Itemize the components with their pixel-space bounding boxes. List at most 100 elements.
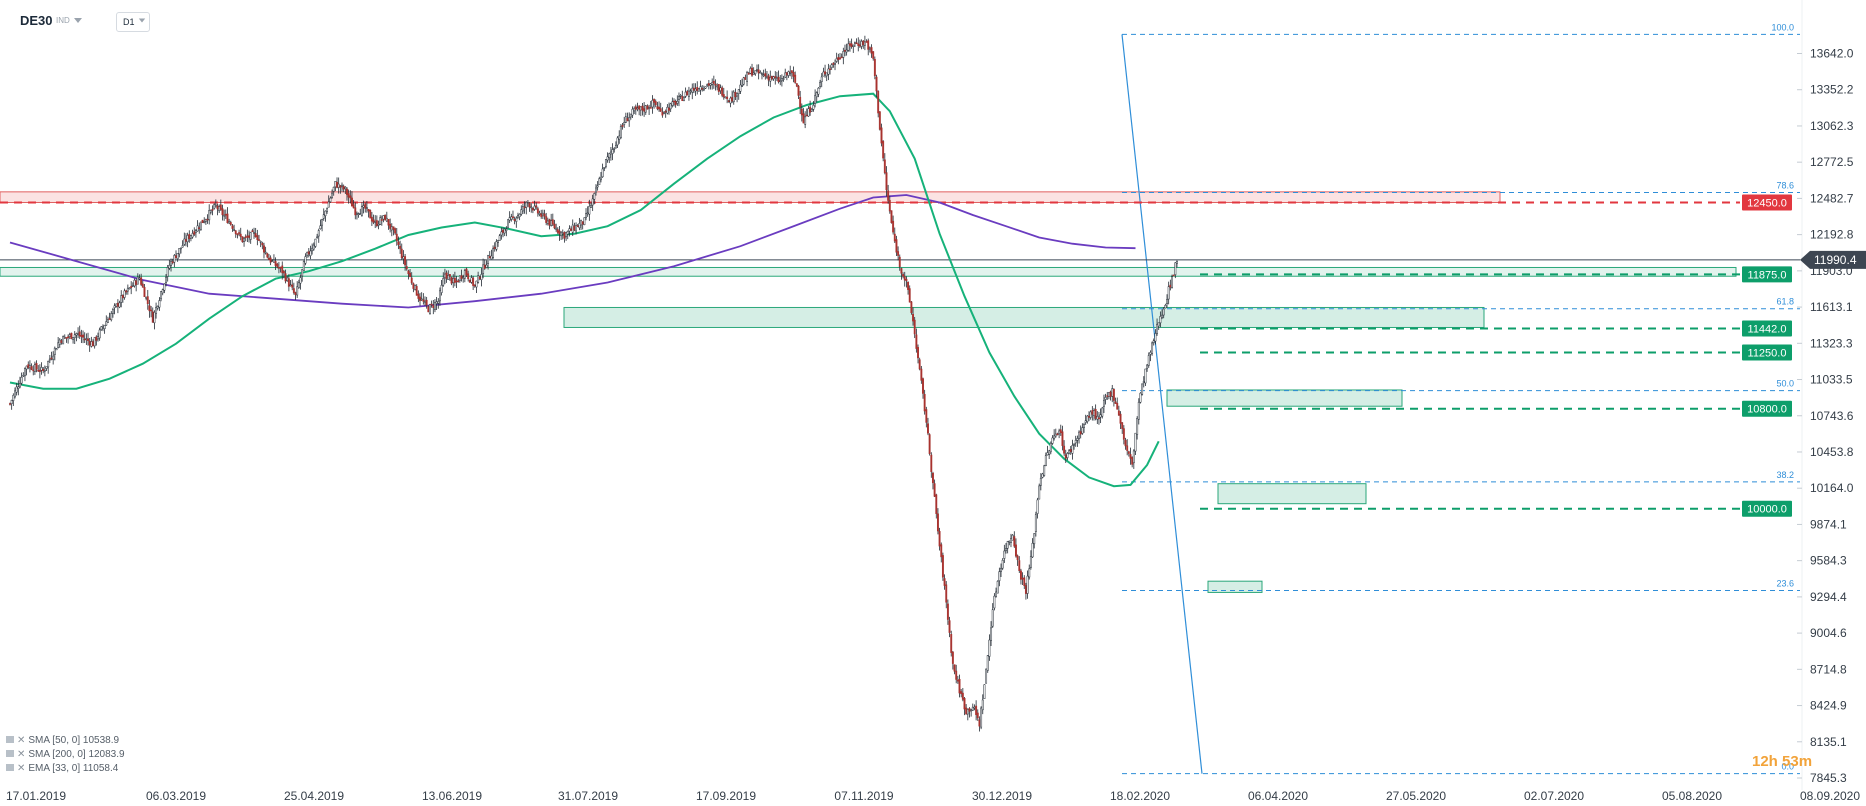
candle-down (673, 100, 675, 103)
candle-up (1011, 534, 1014, 541)
candle-down (488, 256, 491, 259)
fib-level-label: 0.0 (1781, 762, 1794, 772)
candle-down (653, 99, 656, 103)
candle-down (523, 206, 526, 209)
candle-down (686, 91, 689, 96)
candle-down (248, 235, 250, 238)
candle-up (752, 72, 755, 75)
legend-sma50[interactable]: ✕ SMA [50, 0] 10538.9 (6, 735, 119, 748)
candle-up (769, 77, 772, 82)
candle-up (1039, 477, 1042, 486)
candle-down (404, 256, 407, 266)
candle-down (535, 205, 538, 208)
candle-down (148, 305, 151, 312)
candle-down (9, 403, 11, 405)
candle-down (1064, 454, 1067, 459)
candle-down (943, 578, 946, 586)
candle-up (741, 85, 744, 87)
chevron-down-icon[interactable] (74, 18, 82, 23)
candle-up (624, 116, 627, 123)
candle-up (390, 226, 393, 231)
candle-down (78, 331, 81, 337)
candle-up (807, 108, 810, 117)
candle-up (614, 145, 617, 149)
candle-up (598, 178, 601, 185)
candle-down (888, 200, 891, 212)
candle-down (92, 341, 94, 347)
indicator-icon (6, 764, 14, 771)
candle-down (432, 305, 435, 308)
candle-up (111, 309, 114, 314)
candle-up (611, 149, 614, 154)
candle-up (1083, 424, 1085, 428)
candle-up (619, 126, 622, 138)
candle-up (181, 245, 184, 248)
candle-up (586, 212, 589, 215)
candle-down (933, 483, 936, 497)
close-icon[interactable]: ✕ (17, 749, 26, 760)
candle-down (920, 368, 923, 381)
candle-down (558, 230, 561, 235)
price-level-tag (1742, 500, 1792, 517)
candle-up (253, 232, 255, 234)
candle-up (503, 228, 506, 234)
candle-down (42, 368, 45, 372)
candle-up (814, 95, 817, 104)
candle-down (626, 118, 629, 122)
candle-down (915, 334, 918, 349)
candle-up (835, 58, 838, 62)
candle-up (156, 305, 159, 309)
close-icon[interactable]: ✕ (17, 735, 26, 746)
candle-up (97, 336, 99, 340)
candle-up (102, 326, 104, 329)
candle-up (815, 92, 818, 98)
candle-down (35, 363, 38, 370)
timeframe-chevron-icon[interactable] (138, 18, 146, 23)
candle-up (324, 210, 327, 216)
timeframe-selector[interactable]: D1 (116, 12, 150, 32)
candle-up (971, 706, 974, 711)
close-icon[interactable]: ✕ (17, 763, 26, 774)
candle-down (336, 181, 338, 188)
symbol-label[interactable]: DE30 (20, 13, 53, 28)
candle-up (583, 217, 586, 226)
candle-down (659, 108, 662, 112)
candle-up (546, 220, 549, 224)
y-tick-label: 9004.6 (1810, 626, 1847, 640)
indicator-icon (6, 750, 14, 757)
candle-up (779, 80, 782, 83)
candle-up (644, 105, 647, 113)
candle-up (153, 312, 156, 324)
candle-down (206, 218, 209, 221)
candle-down (38, 369, 41, 372)
candle-down (294, 292, 297, 295)
candle-down (241, 236, 244, 243)
candle-down (412, 283, 415, 289)
x-tick-label: 07.11.2019 (834, 789, 893, 803)
candle-down (885, 172, 888, 191)
candle-down (795, 83, 798, 87)
candle-up (218, 206, 221, 212)
legend-ema33[interactable]: ✕ EMA [33, 0] 11058.4 (6, 763, 118, 776)
x-tick-label: 31.07.2019 (558, 789, 618, 803)
y-tick-label: 13352.2 (1810, 83, 1854, 97)
candle-down (721, 87, 724, 96)
candle-up (1104, 397, 1107, 400)
legend-sma200[interactable]: ✕ SMA [200, 0] 12083.9 (6, 749, 125, 762)
candle-down (865, 41, 868, 43)
candle-up (196, 225, 199, 232)
candle-up (183, 238, 186, 245)
candle-down (372, 219, 375, 223)
candle-up (475, 280, 478, 288)
candle-down (513, 218, 516, 221)
candle-down (757, 69, 760, 74)
candle-down (850, 43, 853, 47)
candle-up (321, 218, 324, 226)
candle-up (443, 273, 446, 279)
candle-up (603, 167, 606, 169)
candle-up (160, 291, 163, 300)
legend-params: [200, 0] (52, 749, 86, 760)
candle-down (32, 369, 35, 372)
candle-down (540, 213, 543, 217)
